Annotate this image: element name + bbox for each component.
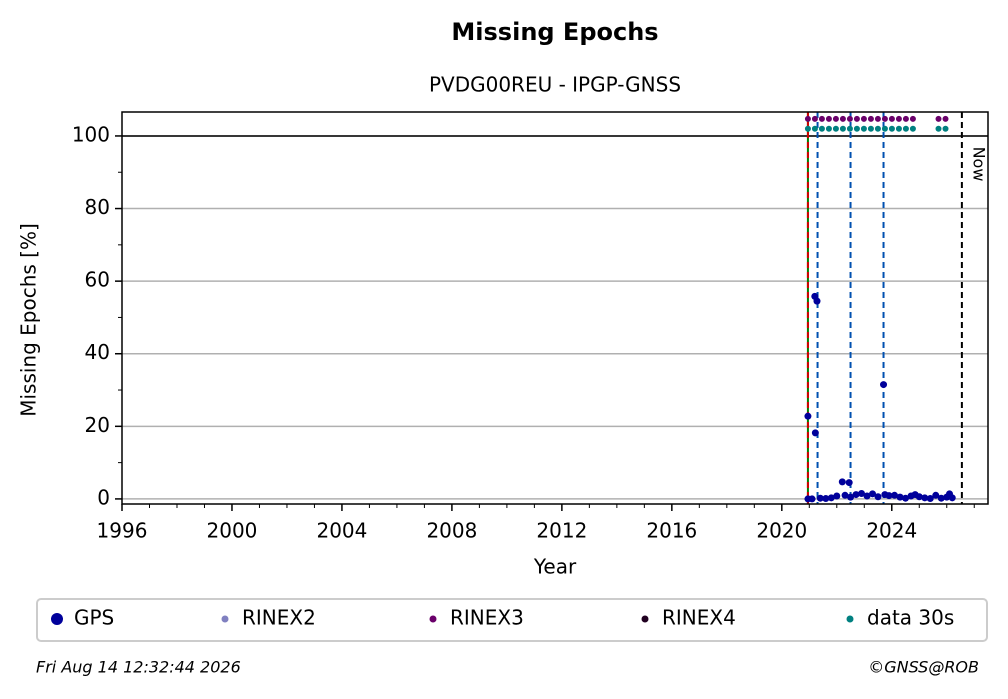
data-point [816, 494, 824, 502]
data-point [847, 493, 855, 501]
data-point [813, 297, 821, 305]
data-point [915, 493, 923, 501]
data-point [852, 491, 860, 499]
data-point [808, 495, 816, 503]
chart-title: Missing Epochs [451, 18, 658, 46]
data-point [885, 492, 893, 500]
legend-marker [221, 615, 229, 623]
y-tick-label: 60 [85, 268, 110, 292]
data-point [948, 494, 956, 502]
footer-credit: ©GNSS@ROB [868, 658, 979, 677]
x-axis-label: Year [533, 555, 577, 579]
data-point [838, 478, 846, 486]
plot-frame [121, 111, 989, 505]
x-tick-label: 2024 [866, 519, 917, 543]
x-tick-label: 2012 [536, 519, 587, 543]
data-point [833, 492, 841, 500]
y-tick-label: 0 [97, 485, 110, 509]
data-point [811, 429, 819, 437]
legend-label: GPS [74, 606, 114, 630]
data-point [845, 479, 853, 487]
data-point [896, 493, 904, 501]
legend-marker [846, 615, 854, 623]
y-axis-label: Missing Epochs [%] [17, 223, 41, 417]
legend-label: RINEX4 [662, 606, 736, 630]
legend-box [36, 598, 988, 642]
y-tick-label: 100 [72, 122, 110, 146]
x-tick-label: 2020 [756, 519, 807, 543]
data-point [863, 492, 871, 500]
data-point [841, 491, 849, 499]
now-label: Now [969, 147, 988, 182]
data-point [891, 491, 899, 499]
chart-subtitle: PVDG00REU - IPGP-GNSS [429, 73, 681, 97]
legend-marker [429, 615, 437, 623]
y-tick-label: 20 [85, 413, 110, 437]
x-tick-label: 1996 [97, 519, 148, 543]
legend-label: RINEX3 [450, 606, 524, 630]
data-point [902, 494, 910, 502]
footer-date: Fri Aug 14 12:32:44 2026 [36, 658, 241, 677]
x-tick-label: 2016 [646, 519, 697, 543]
y-tick-label: 40 [85, 340, 110, 364]
legend-marker [51, 613, 63, 625]
legend-marker [641, 615, 649, 623]
x-tick-label: 2000 [207, 519, 258, 543]
data-point [858, 489, 866, 497]
data-point [869, 490, 877, 498]
data-point [827, 494, 835, 502]
data-point [921, 494, 929, 502]
y-tick-label: 80 [85, 195, 110, 219]
data-point [804, 412, 812, 420]
data-point [926, 495, 934, 503]
legend-label: data 30s [867, 606, 954, 630]
data-point [880, 381, 888, 389]
legend-label: RINEX2 [242, 606, 316, 630]
x-tick-label: 2004 [316, 519, 367, 543]
data-point [874, 493, 882, 501]
x-tick-label: 2008 [426, 519, 477, 543]
data-point [932, 491, 940, 499]
data-point [822, 495, 830, 503]
data-point [937, 494, 945, 502]
